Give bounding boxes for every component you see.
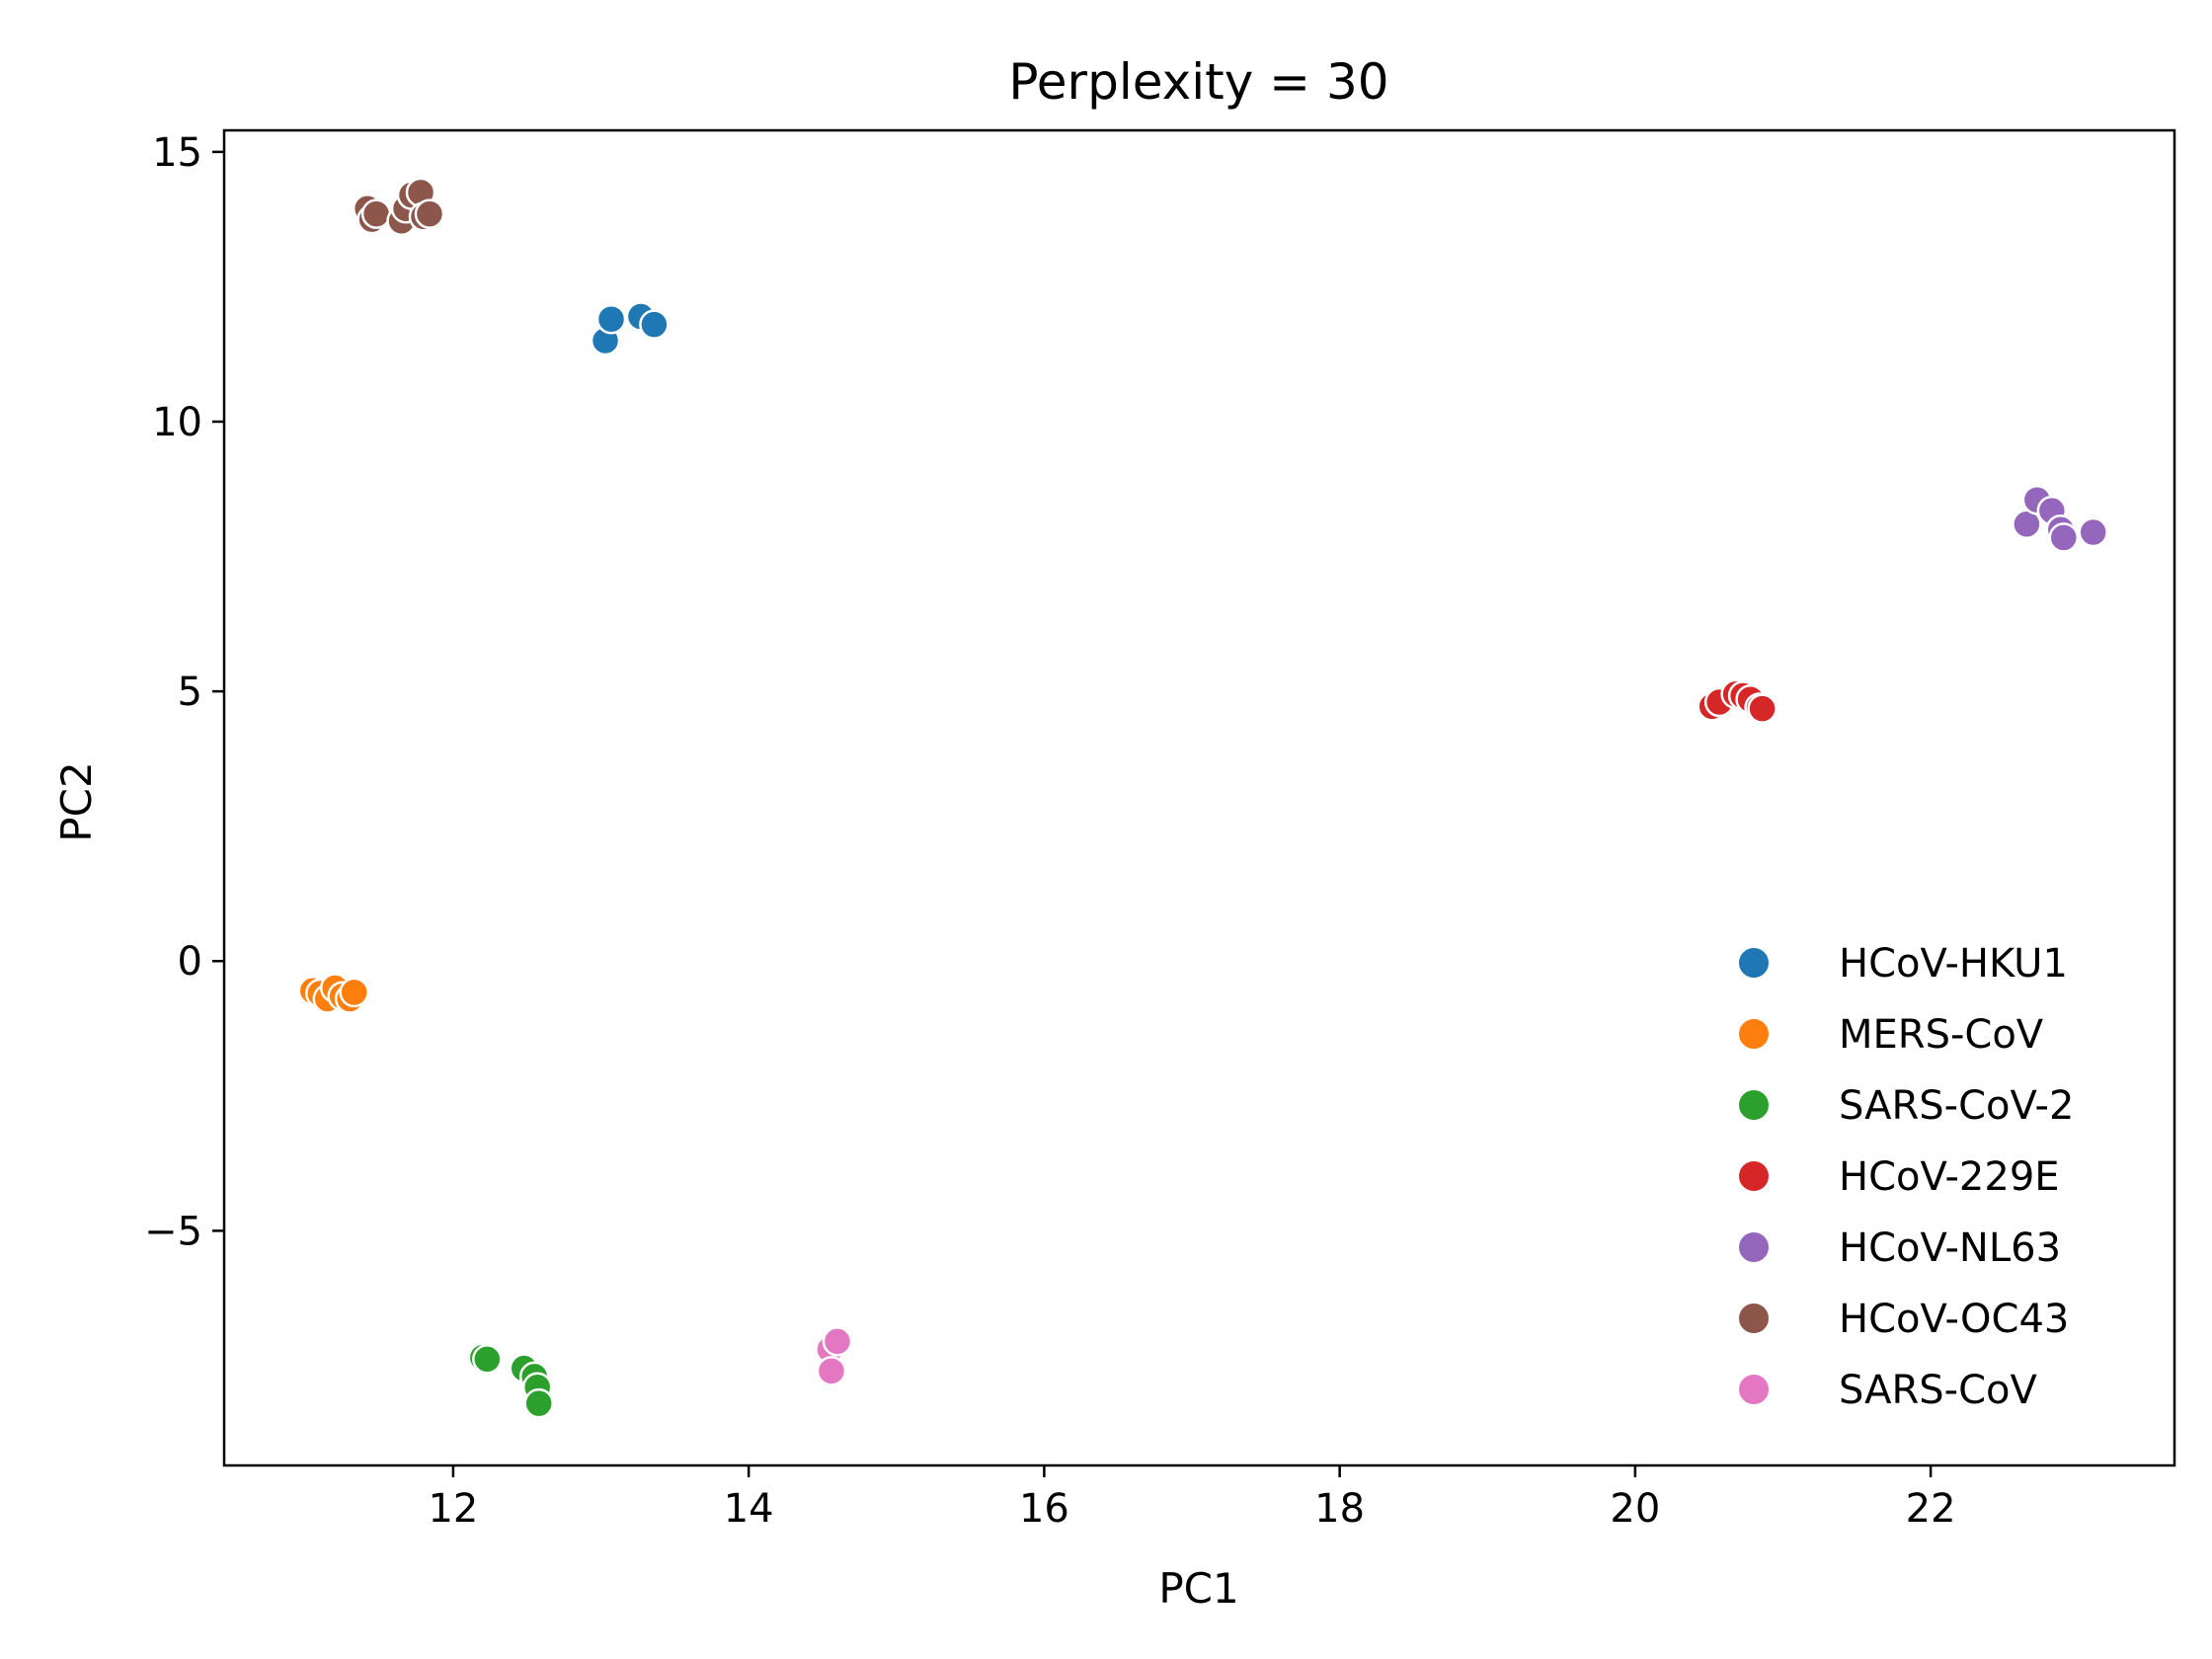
legend-marker-5	[1737, 1302, 1771, 1335]
y-tick-label-3: 0	[178, 939, 202, 985]
y-axis-label: PC2	[52, 761, 101, 841]
y-tick-label-0: 15	[152, 130, 202, 176]
x-tick-label-1: 14	[724, 1486, 774, 1532]
x-tick-label-3: 18	[1314, 1486, 1365, 1532]
y-tick-label-4: −5	[144, 1209, 202, 1254]
x-tick-label-5: 22	[1906, 1486, 1956, 1532]
legend-marker-4	[1737, 1230, 1771, 1264]
legend-label-4: HCoV-NL63	[1839, 1225, 2061, 1271]
legend-label-3: HCoV-229E	[1839, 1154, 2060, 1200]
legend-marker-1	[1737, 1017, 1771, 1051]
legend-marker-6	[1737, 1373, 1771, 1406]
chart-title: Perplexity = 30	[1008, 53, 1388, 111]
legend-label-6: SARS-CoV	[1839, 1368, 2038, 1413]
x-tick-label-4: 20	[1610, 1486, 1660, 1532]
data-point-series-0-1	[595, 303, 627, 335]
x-tick-label-0: 12	[428, 1486, 478, 1532]
data-point-series-6-1	[822, 1326, 853, 1357]
data-point-series-1-6	[339, 977, 369, 1008]
data-point-series-2-5	[523, 1387, 554, 1419]
x-axis-label: PC1	[1158, 1564, 1238, 1613]
legend-label-1: MERS-CoV	[1839, 1012, 2044, 1058]
data-point-series-6-2	[816, 1356, 847, 1386]
legend-label-2: SARS-CoV-2	[1839, 1083, 2074, 1129]
data-point-series-0-3	[639, 309, 670, 340]
legend-marker-0	[1737, 946, 1771, 980]
x-tick-label-2: 16	[1019, 1486, 1069, 1532]
legend: HCoV-HKU1 MERS-CoV SARS-CoV-2 HCoV-229E HCoV…	[1737, 941, 2074, 1413]
data-point-series-5-8	[414, 198, 445, 229]
data-point-series-3-6	[1747, 693, 1778, 724]
x-axis: 12 14 16 18 20 22	[428, 1465, 1956, 1532]
plot-area	[222, 128, 2176, 1467]
data-point-series-4-4	[2048, 522, 2080, 553]
y-tick-label-2: 5	[178, 670, 202, 715]
legend-label-0: HCoV-HKU1	[1839, 941, 2068, 987]
data-points	[297, 177, 2108, 1419]
legend-marker-3	[1737, 1159, 1771, 1193]
data-point-series-2-1	[472, 1344, 503, 1375]
y-tick-label-1: 10	[152, 400, 202, 445]
data-point-series-5-2	[360, 198, 392, 229]
y-axis: 15 10 5 0 −5	[144, 130, 224, 1254]
data-point-series-4-5	[2078, 516, 2108, 548]
legend-marker-2	[1737, 1088, 1771, 1122]
legend-label-5: HCoV-OC43	[1839, 1297, 2069, 1342]
